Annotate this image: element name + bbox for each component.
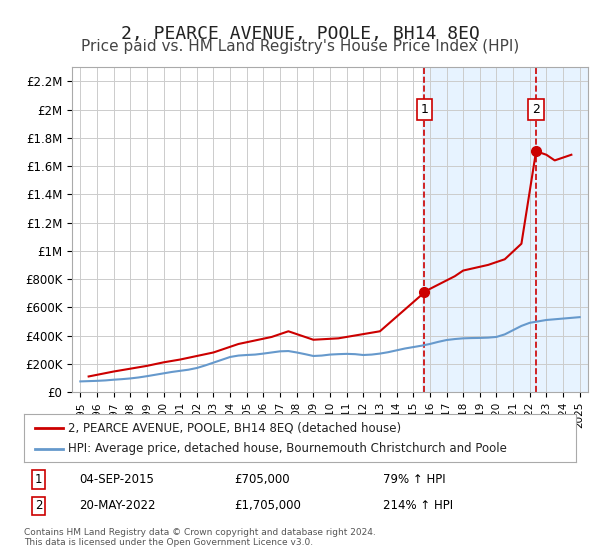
Text: 2: 2 [35,500,43,512]
Text: 79% ↑ HPI: 79% ↑ HPI [383,473,445,486]
Text: £1,705,000: £1,705,000 [234,500,301,512]
Text: 214% ↑ HPI: 214% ↑ HPI [383,500,453,512]
Text: 2, PEARCE AVENUE, POOLE, BH14 8EQ (detached house): 2, PEARCE AVENUE, POOLE, BH14 8EQ (detac… [68,421,401,434]
Text: 2, PEARCE AVENUE, POOLE, BH14 8EQ: 2, PEARCE AVENUE, POOLE, BH14 8EQ [121,25,479,43]
Text: 1: 1 [35,473,43,486]
Bar [422,67,588,392]
Text: 1: 1 [421,103,428,116]
Text: 20-MAY-2022: 20-MAY-2022 [79,500,156,512]
Text: 04-SEP-2015: 04-SEP-2015 [79,473,154,486]
Text: 2: 2 [532,103,540,116]
Text: HPI: Average price, detached house, Bournemouth Christchurch and Poole: HPI: Average price, detached house, Bour… [68,442,507,455]
Text: Price paid vs. HM Land Registry's House Price Index (HPI): Price paid vs. HM Land Registry's House … [81,39,519,54]
Text: £705,000: £705,000 [234,473,289,486]
Text: Contains HM Land Registry data © Crown copyright and database right 2024.
This d: Contains HM Land Registry data © Crown c… [24,528,376,547]
